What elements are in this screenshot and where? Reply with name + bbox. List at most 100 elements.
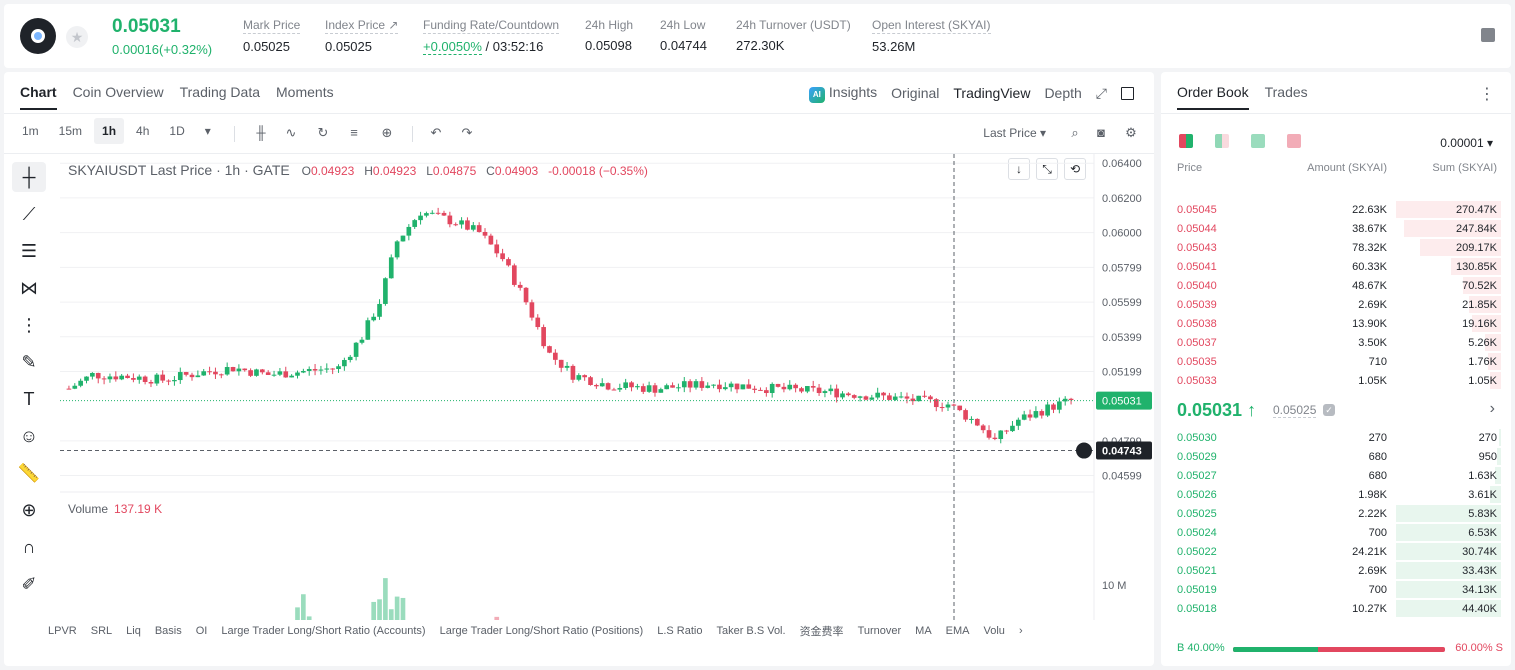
stat-index-price[interactable]: Index Price ↗ 0.05025: [325, 18, 399, 54]
ask-row[interactable]: 0.05037 3.50K 5.26K: [1161, 333, 1511, 352]
tf-15m[interactable]: 15m: [58, 124, 83, 138]
candle: [857, 396, 863, 398]
indicator-large-trader-positions[interactable]: Large Trader Long/Short Ratio (Positions…: [439, 625, 644, 637]
price-source-select[interactable]: Last Price ▾: [983, 126, 1046, 140]
trendline-icon[interactable]: ⟋: [22, 204, 36, 224]
indicator-ema[interactable]: EMA: [945, 625, 970, 637]
indicator-taker-bs-vol[interactable]: Taker B.S Vol.: [716, 625, 786, 637]
indicator-ma[interactable]: MA: [915, 625, 932, 637]
bid-row[interactable]: 0.05018 10.27K 44.40K: [1161, 599, 1511, 618]
precision-select[interactable]: 0.00001 ▾: [1440, 136, 1493, 150]
chevron-right-icon[interactable]: ›: [1489, 400, 1495, 417]
bid-row[interactable]: 0.05021 2.69K 33.43K: [1161, 561, 1511, 580]
bid-row[interactable]: 0.05026 1.98K 3.61K: [1161, 485, 1511, 504]
shield-icon: ✓: [1323, 404, 1335, 416]
templates-icon[interactable]: ≡: [350, 125, 358, 140]
ask-row[interactable]: 0.05040 48.67K 70.52K: [1161, 276, 1511, 295]
candle: [447, 215, 453, 225]
replay-icon[interactable]: ↻: [317, 125, 329, 140]
tab-coin-overview[interactable]: Coin Overview: [72, 84, 164, 100]
stat-open-interest[interactable]: Open Interest (SKYAI) 53.26M: [872, 18, 991, 54]
ask-row[interactable]: 0.05045 22.63K 270.47K: [1161, 200, 1511, 219]
tab-tradingview[interactable]: TradingView: [953, 85, 1031, 102]
text-icon[interactable]: T: [23, 389, 35, 409]
pencil-icon[interactable]: ✐: [21, 574, 37, 594]
candle: [1045, 404, 1050, 416]
ask-row[interactable]: 0.05038 13.90K 19.16K: [1161, 314, 1511, 333]
book-icon[interactable]: [1481, 28, 1495, 42]
bid-row[interactable]: 0.05022 24.21K 30.74K: [1161, 542, 1511, 561]
price-chart[interactable]: 0.06400 0.06200 0.06000 0.05799 0.05599 0.053…: [60, 154, 1154, 620]
add-indicator-icon[interactable]: ⊕: [381, 125, 393, 140]
favorite-star-icon[interactable]: ★: [66, 26, 88, 48]
tf-1m[interactable]: 1m: [22, 124, 39, 138]
tf-dropdown-icon[interactable]: ▾: [204, 124, 211, 138]
tf-1h[interactable]: 1h: [94, 118, 125, 144]
bid-row[interactable]: 0.05019 700 34.13K: [1161, 580, 1511, 599]
tf-1d[interactable]: 1D: [169, 124, 185, 138]
indicator-srl[interactable]: SRL: [90, 625, 113, 637]
candle: [705, 385, 711, 388]
ask-row[interactable]: 0.05041 60.33K 130.85K: [1161, 257, 1511, 276]
ask-sum: 21.85K: [1462, 299, 1497, 311]
indicators-icon[interactable]: ∿: [285, 125, 297, 140]
indicator-ls-ratio[interactable]: L.S Ratio: [657, 625, 703, 637]
tab-trades[interactable]: Trades: [1264, 84, 1308, 100]
ask-row[interactable]: 0.05033 1.05K 1.05K: [1161, 371, 1511, 390]
window-icon[interactable]: [1121, 86, 1134, 100]
ask-row[interactable]: 0.05043 78.32K 209.17K: [1161, 238, 1511, 257]
bids-only-icon[interactable]: [1251, 134, 1265, 148]
brush-icon[interactable]: ✎: [21, 352, 37, 372]
indicator-funding-rate[interactable]: 资金费率: [799, 626, 844, 638]
candle-type-icon[interactable]: ╫: [256, 125, 266, 140]
chevron-right-icon[interactable]: ›: [1018, 625, 1023, 637]
tab-depth[interactable]: Depth: [1044, 85, 1082, 102]
fib-icon[interactable]: ⋮: [20, 315, 38, 335]
both-sides-icon[interactable]: [1179, 134, 1193, 148]
stat-funding-rate[interactable]: Funding Rate/Countdown +0.0050% / 03:52:…: [423, 18, 560, 55]
camera-icon[interactable]: ◙: [1097, 125, 1105, 140]
indicator-volume[interactable]: Volu: [983, 625, 1005, 637]
tab-order-book[interactable]: Order Book: [1177, 84, 1249, 110]
expand-icon[interactable]: ⤢: [1095, 84, 1107, 101]
bid-row[interactable]: 0.05029 680 950: [1161, 447, 1511, 466]
bid-row[interactable]: 0.05027 680 1.63K: [1161, 466, 1511, 485]
tab-original[interactable]: Original: [891, 85, 940, 102]
zoom-icon[interactable]: ⊕: [21, 500, 37, 520]
ask-row[interactable]: 0.05044 38.67K 247.84K: [1161, 219, 1511, 238]
crosshair-icon[interactable]: ┼: [12, 162, 46, 192]
ask-row[interactable]: 0.05035 710 1.76K: [1161, 352, 1511, 371]
magnet-icon[interactable]: ∩: [22, 537, 36, 557]
bid-row[interactable]: 0.05024 700 6.53K: [1161, 523, 1511, 542]
bid-row[interactable]: 0.05030 270 270: [1161, 428, 1511, 447]
emoji-icon[interactable]: ☺: [19, 426, 39, 446]
stat-mark-price[interactable]: Mark Price 0.05025: [243, 18, 301, 54]
tab-trading-data[interactable]: Trading Data: [179, 84, 261, 100]
undo-icon[interactable]: ↶: [430, 125, 442, 140]
settings-gear-icon[interactable]: ⚙: [1125, 125, 1137, 140]
split-mode-icon[interactable]: [1215, 134, 1229, 148]
asks-only-icon[interactable]: [1287, 134, 1301, 148]
ruler-icon[interactable]: 📏: [17, 463, 41, 483]
candle: [945, 404, 951, 408]
horizontal-lines-icon[interactable]: ☰: [20, 241, 38, 261]
tf-4h[interactable]: 4h: [136, 124, 150, 138]
ask-amount: 13.90K: [1352, 318, 1387, 330]
tab-chart[interactable]: Chart: [20, 84, 57, 110]
indicator-basis[interactable]: Basis: [154, 625, 182, 637]
more-icon[interactable]: ⋮: [1479, 86, 1495, 103]
candle: [160, 374, 166, 381]
indicator-lpvr[interactable]: LPVR: [48, 625, 77, 637]
ask-row[interactable]: 0.05039 2.69K 21.85K: [1161, 295, 1511, 314]
candle: [271, 374, 277, 376]
redo-icon[interactable]: ↷: [461, 125, 473, 140]
search-icon[interactable]: ⌕: [1071, 125, 1079, 140]
indicator-large-trader-accounts[interactable]: Large Trader Long/Short Ratio (Accounts): [221, 625, 426, 637]
tab-moments[interactable]: Moments: [276, 84, 334, 100]
bid-row[interactable]: 0.05025 2.22K 5.83K: [1161, 504, 1511, 523]
pattern-icon[interactable]: ⋈: [20, 278, 38, 298]
indicator-liq[interactable]: Liq: [126, 625, 141, 637]
tab-insights[interactable]: AI Insights: [808, 84, 877, 103]
indicator-turnover[interactable]: Turnover: [857, 625, 902, 637]
indicator-oi[interactable]: OI: [195, 625, 208, 637]
